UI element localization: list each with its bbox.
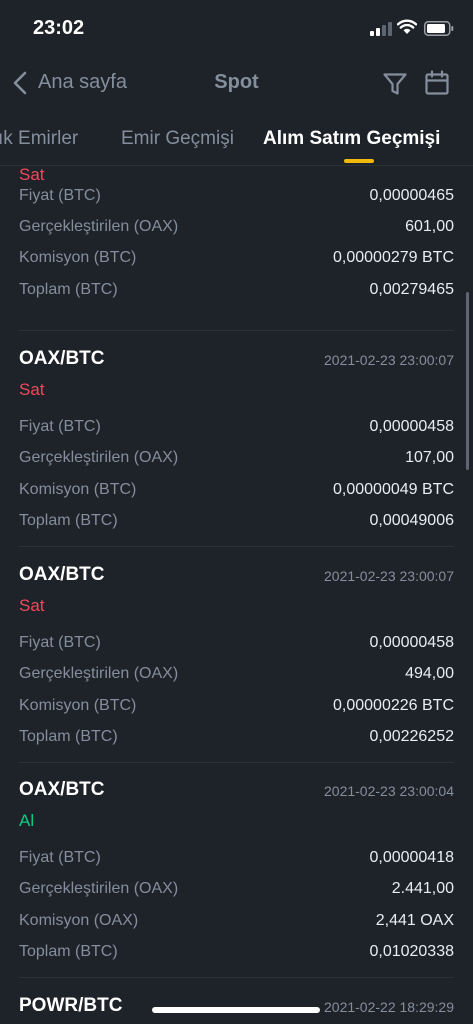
row-value-total: 0,01020338 bbox=[369, 943, 454, 960]
calendar-icon[interactable] bbox=[424, 70, 450, 96]
trade-history-list[interactable]: Sat Fiyat (BTC) 0,00000465 Gerçekleştiri… bbox=[0, 167, 473, 1024]
scrollbar[interactable] bbox=[466, 292, 469, 470]
wifi-icon bbox=[397, 19, 417, 34]
trade-side: Al bbox=[19, 811, 35, 830]
row-label-total: Toplam (BTC) bbox=[19, 512, 118, 529]
row-label-price: Fiyat (BTC) bbox=[19, 418, 101, 435]
cellular-signal-icon bbox=[370, 22, 392, 36]
trade-time: 2021-02-22 18:29:29 bbox=[324, 999, 454, 1015]
row-label-executed: Gerçekleştirilen (OAX) bbox=[19, 218, 179, 235]
row-label-executed: Gerçekleştirilen (OAX) bbox=[19, 880, 179, 897]
row-value-fee: 0,00000279 BTC bbox=[333, 249, 454, 266]
row-label-price: Fiyat (BTC) bbox=[19, 849, 101, 866]
row-value-fee: 0,00000049 BTC bbox=[333, 481, 454, 498]
row-value-executed: 2.441,00 bbox=[391, 880, 454, 897]
row-label-fee: Komisyon (BTC) bbox=[19, 481, 137, 498]
row-label-total: Toplam (BTC) bbox=[19, 281, 118, 298]
row-value-executed: 494,00 bbox=[405, 665, 454, 682]
row-label-total: Toplam (BTC) bbox=[19, 728, 118, 745]
active-tab-indicator bbox=[344, 159, 374, 163]
nav-header: Ana sayfa Spot bbox=[0, 58, 473, 110]
filter-icon[interactable] bbox=[382, 71, 408, 97]
back-button[interactable]: Ana sayfa bbox=[38, 71, 127, 93]
battery-icon bbox=[424, 21, 454, 36]
row-value-price: 0,00000458 bbox=[369, 634, 454, 651]
row-label-fee: Komisyon (OAX) bbox=[19, 912, 139, 929]
divider bbox=[19, 546, 454, 547]
trade-pair: POWR/BTC bbox=[19, 995, 123, 1016]
divider bbox=[19, 762, 454, 763]
back-chevron-icon[interactable] bbox=[10, 70, 30, 96]
divider bbox=[19, 977, 454, 978]
status-time: 23:02 bbox=[33, 17, 85, 39]
page-title: Spot bbox=[214, 71, 259, 93]
row-value-fee: 2,441 OAX bbox=[375, 912, 454, 929]
trade-time: 2021-02-23 23:00:07 bbox=[324, 352, 454, 368]
row-label-executed: Gerçekleştirilen (OAX) bbox=[19, 665, 179, 682]
row-value-price: 0,00000418 bbox=[369, 849, 454, 866]
trade-side: Sat bbox=[19, 167, 45, 184]
row-label-price: Fiyat (BTC) bbox=[19, 187, 101, 204]
trade-pair: OAX/BTC bbox=[19, 779, 105, 800]
trade-pair: OAX/BTC bbox=[19, 348, 105, 369]
divider bbox=[19, 330, 454, 331]
row-label-fee: Komisyon (BTC) bbox=[19, 249, 137, 266]
trade-time: 2021-02-23 23:00:07 bbox=[324, 568, 454, 584]
row-label-fee: Komisyon (BTC) bbox=[19, 697, 137, 714]
row-value-total: 0,00226252 bbox=[369, 728, 454, 745]
row-label-total: Toplam (BTC) bbox=[19, 943, 118, 960]
row-label-price: Fiyat (BTC) bbox=[19, 634, 101, 651]
row-value-total: 0,00049006 bbox=[369, 512, 454, 529]
row-value-price: 0,00000458 bbox=[369, 418, 454, 435]
home-indicator[interactable] bbox=[152, 1007, 320, 1013]
trade-time: 2021-02-23 23:00:04 bbox=[324, 783, 454, 799]
trade-side: Sat bbox=[19, 380, 45, 399]
tab-open-orders[interactable]: ık Emirler bbox=[0, 128, 79, 149]
trade-pair: OAX/BTC bbox=[19, 564, 105, 585]
tab-trade-history[interactable]: Alım Satım Geçmişi bbox=[263, 128, 441, 149]
order-tabs: ık Emirler Emir Geçmişi Alım Satım Geçmi… bbox=[0, 110, 473, 166]
row-label-executed: Gerçekleştirilen (OAX) bbox=[19, 449, 179, 466]
row-value-executed: 107,00 bbox=[405, 449, 454, 466]
row-value-total: 0,00279465 bbox=[369, 281, 454, 298]
trade-side: Sat bbox=[19, 596, 45, 615]
status-bar: 23:02 bbox=[0, 0, 473, 58]
row-value-fee: 0,00000226 BTC bbox=[333, 697, 454, 714]
tab-order-history[interactable]: Emir Geçmişi bbox=[121, 128, 234, 149]
row-value-executed: 601,00 bbox=[405, 218, 454, 235]
row-value-price: 0,00000465 bbox=[369, 187, 454, 204]
